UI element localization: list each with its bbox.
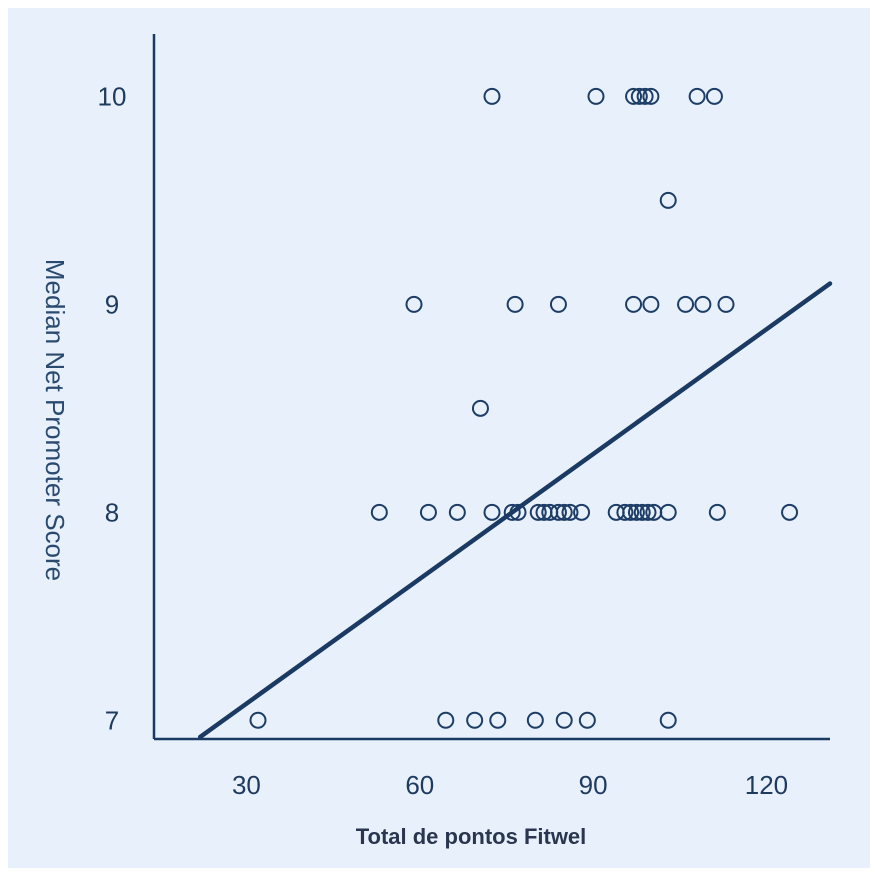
- y-axis-label: Median Net Promoter Score: [40, 259, 70, 581]
- x-tick-label: 90: [579, 770, 608, 800]
- x-tick-label: 30: [232, 770, 261, 800]
- data-point: [549, 503, 567, 521]
- data-point: [555, 503, 573, 521]
- data-point: [483, 87, 501, 105]
- y-tick-label: 10: [98, 81, 127, 111]
- data-point: [555, 711, 573, 729]
- data-point: [781, 503, 799, 521]
- data-point: [633, 503, 651, 521]
- data-point: [659, 711, 677, 729]
- data-point: [549, 295, 567, 313]
- data-point: [625, 295, 643, 313]
- data-point: [466, 711, 484, 729]
- data-point: [717, 295, 735, 313]
- data-point: [249, 711, 267, 729]
- axes: [152, 34, 830, 741]
- data-point: [688, 87, 706, 105]
- trendline: [197, 281, 833, 740]
- y-tick-label: 7: [105, 705, 119, 735]
- data-points: [249, 87, 799, 729]
- data-point: [587, 87, 605, 105]
- data-point: [405, 295, 423, 313]
- data-point: [677, 295, 695, 313]
- data-point: [448, 503, 466, 521]
- x-tick-label: 60: [405, 770, 434, 800]
- y-tick-labels: 7 8 9 10: [98, 81, 127, 735]
- data-point: [503, 503, 521, 521]
- data-point: [639, 503, 657, 521]
- x-tick-labels: 30 60 90 120: [232, 770, 788, 800]
- data-point: [607, 503, 625, 521]
- data-point: [506, 295, 524, 313]
- data-point: [625, 87, 643, 105]
- x-axis-label: Total de pontos Fitwel: [356, 824, 587, 849]
- data-point: [573, 503, 591, 521]
- data-point: [483, 503, 501, 521]
- data-point: [708, 503, 726, 521]
- data-point: [529, 503, 547, 521]
- data-point: [705, 87, 723, 105]
- data-point: [437, 711, 455, 729]
- data-point: [630, 87, 648, 105]
- data-point: [489, 711, 507, 729]
- data-point: [642, 295, 660, 313]
- data-point: [419, 503, 437, 521]
- data-point: [616, 503, 634, 521]
- data-point: [370, 503, 388, 521]
- data-point: [526, 711, 544, 729]
- data-point: [627, 503, 645, 521]
- x-tick-label: 120: [745, 770, 788, 800]
- data-point: [578, 711, 596, 729]
- data-point: [694, 295, 712, 313]
- data-point: [659, 503, 677, 521]
- data-point: [659, 191, 677, 209]
- data-point: [561, 503, 579, 521]
- data-point: [622, 503, 640, 521]
- data-point: [636, 87, 654, 105]
- data-point: [642, 87, 660, 105]
- y-tick-label: 9: [105, 289, 119, 319]
- data-point: [471, 399, 489, 417]
- y-tick-label: 8: [105, 497, 119, 527]
